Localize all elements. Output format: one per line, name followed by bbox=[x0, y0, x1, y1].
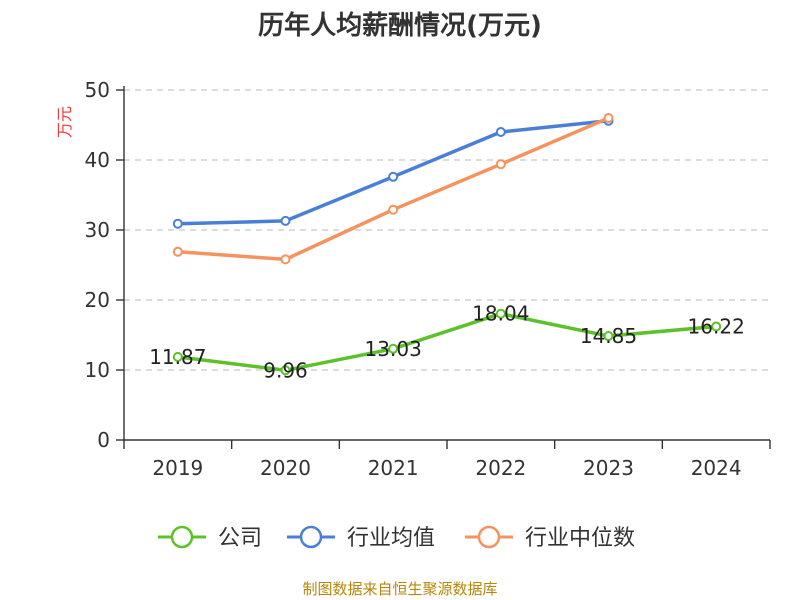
data-point bbox=[495, 159, 506, 170]
data-point bbox=[280, 215, 291, 226]
data-point bbox=[711, 321, 722, 332]
x-tick-label: 2019 bbox=[152, 456, 203, 480]
legend-marker bbox=[477, 525, 501, 549]
data-point bbox=[172, 218, 183, 229]
axes bbox=[116, 86, 771, 449]
y-tick-labels: 0 10 20 30 40 50 bbox=[85, 78, 110, 452]
data-labels: 11.87 9.96 13.03 18.04 14.85 16.22 bbox=[149, 302, 745, 383]
data-label: 18.04 bbox=[472, 302, 529, 326]
series-line bbox=[176, 311, 718, 373]
data-point bbox=[280, 365, 291, 376]
y-tick-label: 30 bbox=[85, 218, 110, 242]
data-point bbox=[388, 171, 399, 182]
data-label: 14.85 bbox=[580, 324, 637, 348]
y-tick-label: 20 bbox=[85, 288, 110, 312]
data-point bbox=[280, 254, 291, 265]
series-group bbox=[172, 113, 722, 376]
y-tick-label: 10 bbox=[85, 358, 110, 382]
x-tick-label: 2020 bbox=[260, 456, 311, 480]
legend-label: 行业中位数 bbox=[525, 526, 635, 551]
x-tick-label: 2024 bbox=[691, 456, 742, 480]
data-label: 13.03 bbox=[365, 337, 422, 361]
source-note: 制图数据来自恒生聚源数据库 bbox=[302, 580, 497, 598]
y-tick-label: 40 bbox=[85, 148, 110, 172]
data-label: 11.87 bbox=[149, 345, 206, 369]
x-tick-label: 2021 bbox=[368, 456, 419, 480]
legend-label: 公司 bbox=[218, 526, 262, 551]
data-point bbox=[388, 343, 399, 354]
chart-title: 历年人均薪酬情况(万元) bbox=[258, 10, 542, 41]
data-label: 9.96 bbox=[263, 358, 308, 382]
grid-lines bbox=[124, 89, 770, 371]
legend-label: 行业均值 bbox=[347, 526, 435, 551]
legend-marker bbox=[299, 525, 323, 549]
data-point bbox=[172, 246, 183, 257]
data-label: 16.22 bbox=[688, 314, 745, 338]
x-tick-label: 2022 bbox=[475, 456, 526, 480]
y-tick-label: 0 bbox=[97, 428, 110, 452]
data-point bbox=[172, 351, 183, 362]
series-line bbox=[176, 116, 611, 262]
legend: 公司 行业均值 行业中位数 bbox=[158, 525, 635, 551]
data-point bbox=[388, 204, 399, 215]
y-axis-label: 万元 bbox=[55, 106, 74, 138]
data-point bbox=[603, 331, 614, 342]
legend-marker bbox=[170, 525, 194, 549]
data-point bbox=[603, 113, 614, 123]
data-point bbox=[495, 308, 506, 319]
x-tick-label: 2023 bbox=[583, 456, 634, 480]
data-point bbox=[495, 127, 506, 137]
x-tick-labels: 2019 2020 2021 2022 2023 2024 bbox=[152, 456, 741, 480]
y-tick-label: 50 bbox=[85, 78, 110, 102]
